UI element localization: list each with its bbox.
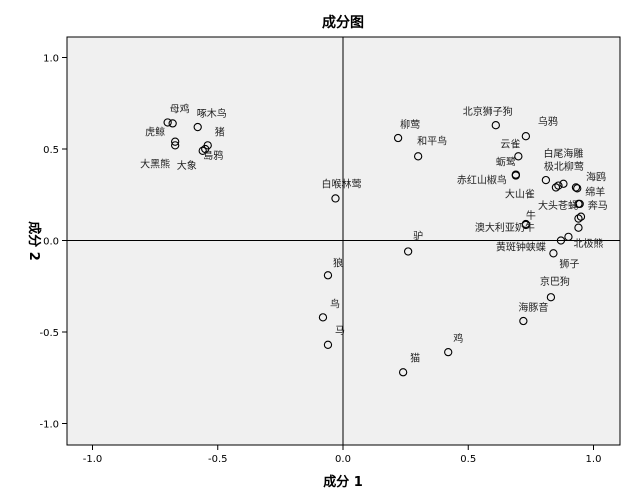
point-label: 云雀: [500, 138, 520, 150]
data-point: [193, 122, 202, 132]
data-point: [413, 152, 423, 161]
point-label: 白尾海雕: [543, 147, 583, 160]
data-point: [571, 183, 581, 192]
data-point: [574, 223, 583, 232]
chart-title: 成分图: [322, 14, 364, 31]
point-label: 猪: [215, 126, 225, 138]
point-label: 北京狮子狗: [463, 105, 513, 118]
data-point: [393, 133, 403, 143]
point-label: 马: [335, 325, 345, 337]
data-point: [574, 214, 583, 223]
data-point: [323, 271, 333, 280]
data-point: [171, 141, 180, 150]
point-label: 母鸡: [170, 102, 190, 115]
x-tick-label: -0.5: [208, 454, 228, 465]
point-label: 虎鲸: [145, 126, 165, 139]
data-point: [398, 368, 408, 377]
point-label: 猫: [410, 351, 420, 364]
y-tick-label: 0.0: [43, 237, 59, 248]
point-label: 柳莺: [400, 118, 420, 131]
point-label: 赤红山椒鸟: [457, 174, 507, 187]
point-label: 黄斑钟蛱蝶: [496, 241, 546, 254]
point-label: 島鸦: [203, 149, 223, 162]
data-point: [323, 340, 333, 349]
point-label: 狮子: [559, 257, 579, 270]
point-label: 大象: [177, 159, 197, 172]
data-point: [541, 175, 551, 185]
point-label: 京巴狗: [540, 275, 570, 288]
point-label: 大头苍蝇: [538, 199, 578, 212]
data-point: [514, 152, 523, 161]
data-point: [549, 249, 558, 258]
point-label: 牛: [526, 209, 536, 222]
data-point: [168, 119, 177, 128]
point-label: 鸡: [453, 332, 463, 345]
data-point: [171, 137, 180, 146]
point-label: 驴: [413, 229, 423, 242]
x-tick-label: 1.0: [586, 454, 602, 465]
x-tick-label: -1.0: [83, 454, 103, 465]
data-point: [573, 184, 582, 193]
point-label: 鸟: [330, 297, 340, 310]
data-point: [403, 247, 413, 256]
y-tick-label: 0.5: [43, 145, 59, 156]
x-tick-label: 0.5: [460, 454, 476, 465]
point-label: 狼: [333, 256, 343, 269]
y-tick-label: -1.0: [39, 420, 59, 431]
data-point: [318, 313, 328, 322]
point-label: 海豚音: [518, 301, 548, 314]
data-point: [575, 199, 584, 209]
point-label: 大黑熊: [140, 157, 170, 170]
y-tick-label: 1.0: [43, 54, 59, 65]
data-point: [564, 232, 573, 241]
x-axis-label: 成分 1: [323, 474, 363, 490]
x-tick-label: 0.0: [335, 454, 351, 465]
point-label: 乌鸦: [538, 115, 558, 128]
point-label: 绵羊: [585, 185, 605, 198]
data-point: [163, 118, 172, 127]
data-point: [546, 293, 556, 302]
data-point: [559, 179, 568, 188]
data-point: [576, 212, 586, 221]
data-point: [201, 144, 210, 154]
y-tick-label: -0.5: [39, 328, 59, 339]
point-label: 蛎鹭: [496, 156, 516, 169]
point-label: 和平鸟: [417, 134, 447, 147]
data-point: [444, 347, 453, 357]
data-point: [331, 194, 340, 203]
data-point: [511, 171, 520, 180]
point-label: 海鸥: [586, 170, 606, 183]
point-label: 极北柳莺: [544, 160, 584, 173]
point-label: 大山雀: [505, 187, 535, 200]
point-label: 白喉林莺: [321, 177, 361, 190]
data-point: [551, 183, 561, 192]
data-point: [521, 132, 531, 141]
y-axis-label: 成分 2: [26, 221, 42, 261]
point-label: 奔马: [588, 199, 608, 212]
data-point: [198, 146, 207, 155]
data-point: [491, 121, 500, 130]
data-point: [521, 220, 531, 230]
point-label: 北极熊: [573, 237, 603, 250]
point-label: 啄木鸟: [197, 107, 227, 120]
point-label: 澳大利亚奶牛: [475, 221, 535, 234]
data-point: [554, 181, 563, 190]
data-point: [519, 316, 528, 326]
data-point: [556, 236, 566, 245]
